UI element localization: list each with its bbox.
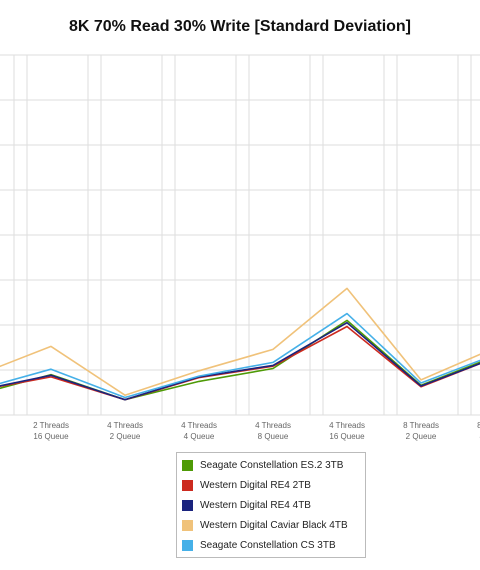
x-tick-label: 2 Threads 16 Queue — [33, 421, 69, 441]
legend-label: Seagate Constellation CS 3TB — [200, 539, 336, 551]
series-lines — [0, 287, 480, 401]
series-line-5 — [0, 312, 480, 399]
legend-swatch — [182, 499, 193, 511]
gridlines — [0, 54, 480, 416]
x-tick-label: 4 Threads 8 Queue — [255, 421, 291, 441]
legend-item-3: Western Digital RE4 4TB — [177, 495, 365, 515]
legend-label: Western Digital Caviar Black 4TB — [200, 519, 348, 531]
x-tick-label: 4 Threads 16 Queue — [329, 421, 365, 441]
legend-swatch — [182, 479, 193, 491]
legend-label: Western Digital RE4 2TB — [200, 479, 311, 491]
x-tick-label: 4 Threads 2 Queue — [107, 421, 143, 441]
legend: Seagate Constellation ES.2 3TB Western Di… — [176, 452, 366, 558]
x-tick-label: 4 Threads 4 Queue — [181, 421, 217, 441]
legend-swatch — [182, 539, 193, 551]
legend-label: Seagate Constellation ES.2 3TB — [200, 459, 344, 471]
legend-item-5: Seagate Constellation CS 3TB — [177, 535, 365, 555]
series-line-3 — [0, 321, 480, 401]
legend-item-1: Seagate Constellation ES.2 3TB — [177, 455, 365, 475]
x-tick-label: 8 Threads 2 Queue — [403, 421, 439, 441]
legend-label: Western Digital RE4 4TB — [200, 499, 311, 511]
series-line-4 — [0, 287, 480, 397]
legend-item-2: Western Digital RE4 2TB — [177, 475, 365, 495]
legend-swatch — [182, 459, 193, 471]
legend-item-4: Western Digital Caviar Black 4TB — [177, 515, 365, 535]
legend-swatch — [182, 519, 193, 531]
chart-title: 8K 70% Read 30% Write [Standard Deviatio… — [68, 18, 412, 35]
